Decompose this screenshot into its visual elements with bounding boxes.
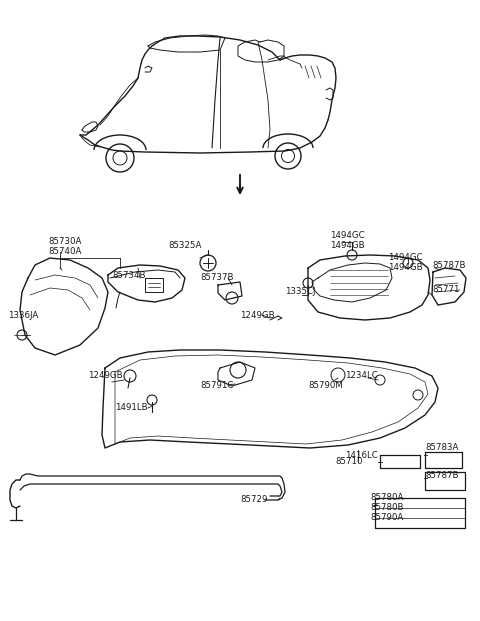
Text: 85787B: 85787B xyxy=(425,471,458,479)
Text: 85791C: 85791C xyxy=(200,381,233,389)
Text: 85740A: 85740A xyxy=(48,248,82,256)
Text: 1336JA: 1336JA xyxy=(8,312,38,320)
Text: 85790A: 85790A xyxy=(370,514,403,522)
Text: 85730A: 85730A xyxy=(48,237,82,247)
Text: 85325A: 85325A xyxy=(168,240,202,250)
Text: 1249GB: 1249GB xyxy=(240,310,275,319)
Text: 1494GB: 1494GB xyxy=(388,263,422,273)
Text: 1335CJ: 1335CJ xyxy=(285,288,315,296)
Text: 1234LC: 1234LC xyxy=(345,371,378,379)
Text: 85783A: 85783A xyxy=(425,443,458,453)
Text: 1416LC: 1416LC xyxy=(345,450,378,460)
Text: 85771: 85771 xyxy=(432,286,459,294)
Text: 1494GC: 1494GC xyxy=(330,230,365,240)
Text: 1249GB: 1249GB xyxy=(88,371,122,381)
Text: 1491LB: 1491LB xyxy=(115,404,148,412)
Text: 85734B: 85734B xyxy=(112,271,145,279)
Text: 85787B: 85787B xyxy=(432,260,466,270)
Text: 85780A: 85780A xyxy=(370,494,403,502)
Text: 85780B: 85780B xyxy=(370,504,404,512)
Text: 85729: 85729 xyxy=(240,496,267,504)
Text: 1494GB: 1494GB xyxy=(330,240,365,250)
Text: 1494GC: 1494GC xyxy=(388,253,422,263)
Text: 85790M: 85790M xyxy=(308,381,343,389)
Text: 85737B: 85737B xyxy=(200,273,233,283)
Text: 85710: 85710 xyxy=(335,458,362,466)
